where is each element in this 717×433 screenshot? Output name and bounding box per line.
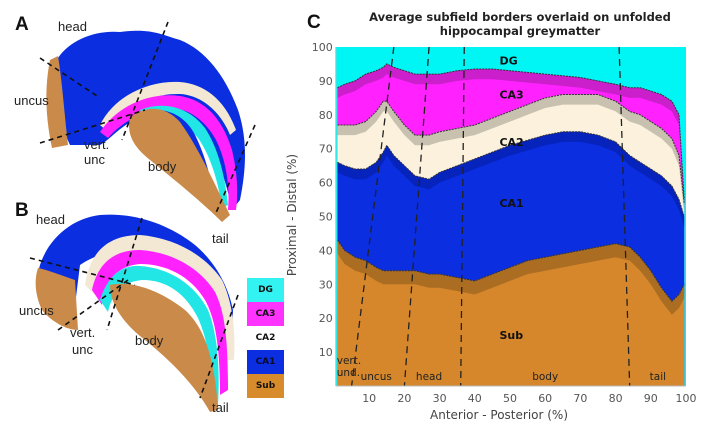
label-vert-a: vert. xyxy=(84,137,110,152)
label-body-a: body xyxy=(148,159,177,174)
legend-item-ca3: CA3 xyxy=(247,302,284,326)
panel-label-b: B xyxy=(15,200,29,221)
label-uncus-b: uncus xyxy=(19,303,54,318)
y-tick-label-70: 70 xyxy=(319,143,333,156)
border-line-ca2-ca3 xyxy=(337,94,685,203)
uncus-b xyxy=(35,268,78,330)
segment-boundary-1 xyxy=(350,46,395,387)
segment-boundary-4 xyxy=(618,46,631,387)
y-tick-label-60: 60 xyxy=(319,177,333,190)
x-tick-label-60: 60 xyxy=(538,392,552,405)
subfield-legend: DG CA3 CA2 CA1 Sub xyxy=(247,278,284,398)
y-axis-label: Proximal - Distal (%) xyxy=(285,153,299,277)
ca2-band-b xyxy=(85,235,235,360)
sub-ca1-uncertainty xyxy=(337,240,685,315)
region-label-dg: DG xyxy=(499,55,517,68)
ca1-surface-a xyxy=(56,30,245,211)
label-uncus-a: uncus xyxy=(14,93,49,108)
segment-label-vertund-1: vert. xyxy=(337,355,361,367)
label-head-b: head xyxy=(36,212,65,227)
legend-item-ca1: CA1 xyxy=(247,350,284,374)
label-tail-b: tail xyxy=(212,400,229,415)
segment-boundary-3 xyxy=(460,46,465,387)
panel-label-a: A xyxy=(15,14,29,35)
panel-label-c: C xyxy=(307,12,321,33)
border-line-ca1-ca2 xyxy=(337,131,685,217)
y-tick-label-40: 40 xyxy=(319,244,333,257)
legend-item-dg: DG xyxy=(247,278,284,302)
hippocampus-render-b xyxy=(29,214,239,412)
segment-label-vertund-2: und. xyxy=(337,367,360,379)
y-tick-label-30: 30 xyxy=(319,278,333,291)
x-tick-label-20: 20 xyxy=(397,392,411,405)
ca2-ca3-uncertainty xyxy=(337,94,685,214)
label-tail-a: tail xyxy=(212,231,229,246)
border-line-ca3-dg xyxy=(337,63,685,200)
hippocampus-render-a xyxy=(39,21,256,222)
x-tick-label-50: 50 xyxy=(503,392,517,405)
label-unc-a: unc xyxy=(84,152,105,167)
ca3-dg-uncertainty xyxy=(337,63,685,210)
y-tick-label-20: 20 xyxy=(319,312,333,325)
subiculum-body-b xyxy=(110,283,218,412)
label-body-b: body xyxy=(135,333,164,348)
region-label-sub: Sub xyxy=(499,329,523,342)
region-label-ca3: CA3 xyxy=(499,88,523,101)
ca1-surface-b xyxy=(38,214,233,335)
region-label-ca2: CA2 xyxy=(499,136,523,149)
x-axis-label: Anterior - Posterior (%) xyxy=(430,408,569,422)
uncus-a xyxy=(46,56,68,148)
segment-label-uncus: uncus xyxy=(361,371,392,383)
y-tick-label-80: 80 xyxy=(319,109,333,122)
x-tick-label-30: 30 xyxy=(433,392,447,405)
x-tick-label-40: 40 xyxy=(468,392,482,405)
segment-label-tail: tail xyxy=(650,371,666,383)
segment-boundary-2 xyxy=(403,46,430,387)
border-line-sub-ca1 xyxy=(337,239,685,303)
legend-label-ca3: CA3 xyxy=(255,309,276,319)
y-tick-label-10: 10 xyxy=(319,346,333,359)
dg-band-b xyxy=(100,265,219,405)
label-vert-b: vert. xyxy=(70,325,96,340)
label-head-a: head xyxy=(58,19,87,34)
legend-item-sub: Sub xyxy=(247,374,284,398)
region-label-ca1: CA1 xyxy=(499,197,523,210)
dg-band-a xyxy=(140,105,228,208)
legend-label-ca1: CA1 xyxy=(255,357,276,367)
segment-label-head: head xyxy=(416,371,442,383)
subiculum-body-a xyxy=(129,108,230,222)
x-tick-label-70: 70 xyxy=(573,392,587,405)
x-tick-label-80: 80 xyxy=(609,392,623,405)
y-tick-label-100: 100 xyxy=(312,41,333,54)
legend-item-ca2: CA2 xyxy=(247,326,284,350)
chart-title: Average subfield borders overlaid on unf… xyxy=(369,10,671,38)
ca1-ca2-uncertainty xyxy=(337,131,685,227)
legend-label-dg: DG xyxy=(258,285,273,295)
legend-label-sub: Sub xyxy=(255,381,276,391)
legend-label-ca2: CA2 xyxy=(255,333,276,343)
segment-label-body: body xyxy=(532,371,558,383)
x-tick-label-90: 90 xyxy=(644,392,658,405)
x-tick-label-10: 10 xyxy=(362,392,376,405)
ca2-band-a xyxy=(100,81,236,135)
label-unc-b: unc xyxy=(72,342,93,357)
y-tick-label-50: 50 xyxy=(319,211,333,224)
y-tick-label-90: 90 xyxy=(319,75,333,88)
x-tick-label-100: 100 xyxy=(676,392,697,405)
ca3-band-b xyxy=(92,250,228,395)
